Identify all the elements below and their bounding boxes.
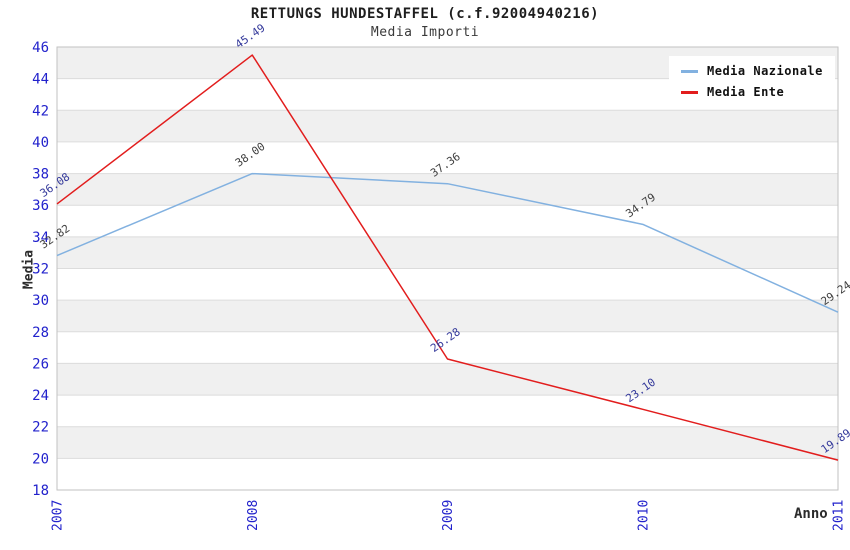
legend-label-media-nazionale: Media Nazionale (707, 64, 823, 78)
legend: Media Nazionale Media Ente (669, 56, 835, 108)
y-tick-label: 40 (32, 135, 49, 151)
x-tick-label: 2011 (832, 500, 847, 531)
media-nazionale-line-swatch-icon (681, 69, 698, 73)
y-tick-label: 20 (32, 451, 49, 467)
y-tick-label: 18 (32, 483, 49, 499)
y-tick-label: 30 (32, 293, 49, 309)
plot-band (57, 141, 838, 174)
series-line-1 (56, 54, 839, 461)
x-tick-label: 2007 (51, 500, 66, 531)
media-ente-line-swatch-icon (681, 90, 698, 94)
y-tick-label: 36 (32, 198, 49, 214)
x-tick-label: 2009 (441, 500, 456, 531)
legend-item-media-ente: Media Ente (681, 85, 823, 99)
y-tick-label: 32 (32, 262, 49, 278)
y-tick-label: 24 (32, 388, 49, 404)
plot-band (57, 458, 838, 490)
chart-subtitle: Media Importi (370, 25, 480, 40)
y-tick-label: 46 (32, 40, 49, 56)
plot-band (57, 205, 838, 237)
x-axis-title: Anno (794, 506, 828, 522)
chart-title: RETTUNGS HUNDESTAFFEL (c.f.92004940216) (250, 6, 600, 22)
y-tick-label: 34 (32, 230, 49, 246)
plot-band (57, 110, 838, 142)
plot-band (57, 395, 838, 427)
legend-item-media-nazionale: Media Nazionale (681, 64, 823, 78)
plot-border (56, 46, 839, 491)
legend-label-media-ente: Media Ente (707, 85, 785, 99)
plot-band (57, 300, 838, 332)
y-tick-label: 26 (32, 356, 49, 372)
y-tick-label: 28 (32, 325, 49, 341)
x-tick-label: 2008 (246, 500, 261, 531)
plot-band (57, 363, 838, 396)
y-tick-label: 44 (32, 72, 49, 88)
plot-band (57, 268, 838, 301)
plot-band (57, 236, 838, 269)
plot-band (57, 426, 838, 459)
plot-band (57, 173, 838, 206)
y-tick-label: 38 (32, 167, 49, 183)
y-tick-label: 22 (32, 420, 49, 436)
series-line-0 (56, 172, 839, 313)
x-tick-label: 2010 (636, 500, 651, 531)
y-tick-label: 42 (32, 103, 49, 119)
